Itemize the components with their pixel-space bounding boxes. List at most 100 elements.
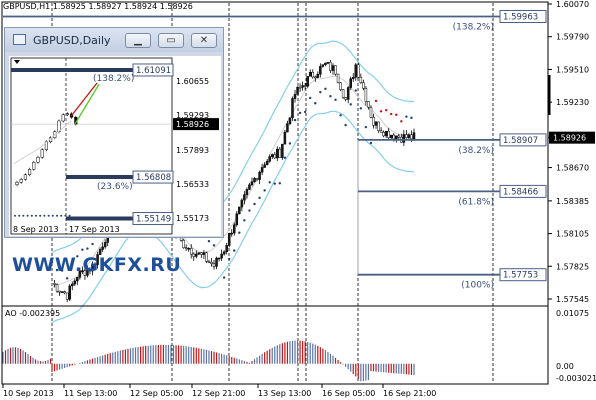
inset-chart-canvas[interactable]: 1.60655 1.59293 1.57893 1.56533 1.55173 1.589… (9, 56, 221, 236)
candle-body (334, 65, 337, 75)
inset-titlebar[interactable]: GBPUSD,Daily ▁ ▭ ✕ (5, 28, 223, 52)
sar-dot (400, 120, 403, 123)
candle-body (372, 116, 375, 126)
candle (311, 69, 314, 79)
candle (316, 71, 320, 79)
candle-body (96, 254, 99, 265)
candle-body (311, 72, 314, 78)
candle-body (217, 257, 221, 260)
candle-body (71, 283, 74, 287)
inset-candle (19, 179, 23, 183)
inset-price-label: 1.57893 (176, 146, 209, 155)
candle (291, 96, 294, 121)
inset-level-price: 1.61091 (136, 66, 171, 76)
candle (334, 65, 337, 76)
inset-level-price: 1.55149 (136, 215, 171, 225)
sar-dot (303, 110, 307, 114)
candle (270, 153, 274, 160)
sar-dot (76, 255, 79, 258)
candle-body (68, 285, 71, 300)
candle (245, 187, 249, 199)
candle-body (402, 134, 406, 143)
candle (235, 210, 239, 227)
candle-body (397, 135, 401, 138)
inset-level-pct: (138.2%) (93, 74, 134, 84)
price-tick-label: 1.59230 (556, 98, 589, 107)
inset-frame (10, 57, 173, 235)
price-tick-label: 1.59510 (556, 65, 589, 74)
inset-sar-dot (14, 214, 16, 217)
sar-dot (212, 244, 216, 247)
sar-dot (339, 114, 342, 117)
candle-body (202, 252, 206, 255)
sar-dot (268, 181, 271, 184)
watermark: WWW.GKFX.RU (12, 254, 182, 276)
candle (73, 278, 77, 287)
candle-body (326, 62, 330, 64)
candle-body (222, 251, 226, 255)
candle (369, 105, 373, 119)
inset-chart-area[interactable]: 1.60655 1.59293 1.57893 1.56533 1.55173 1.589… (9, 56, 221, 236)
sar-dot (50, 261, 54, 264)
candle (65, 292, 69, 303)
candle-body (329, 62, 332, 71)
inset-price-label: 1.59293 (176, 111, 209, 120)
sar-dot (309, 96, 312, 100)
candle (182, 238, 185, 249)
candle-body (245, 189, 249, 195)
candle-body (367, 101, 370, 108)
close-button[interactable]: ✕ (191, 33, 217, 48)
inset-level-box (132, 212, 174, 226)
candle (53, 279, 56, 288)
candle-body (58, 290, 61, 293)
inset-sar-dot (51, 214, 54, 217)
sar-dot (324, 87, 327, 90)
candle (101, 242, 104, 253)
maximize-button[interactable]: ▭ (158, 33, 184, 48)
candle (195, 250, 198, 259)
ao-label: AO -0.002395 (5, 309, 61, 318)
inset-price-label: 1.56533 (176, 180, 209, 189)
inset-sar-dot (26, 214, 29, 217)
sar-dot (364, 125, 368, 129)
inset-level-price: 1.56808 (136, 173, 171, 183)
candle-body (301, 85, 304, 88)
time-tick-label: 10 Sep 2013 (3, 389, 54, 398)
candle (359, 73, 363, 84)
candle-body (374, 121, 378, 126)
candle-body (319, 66, 322, 75)
sar-dot (384, 108, 388, 112)
sar-dot (349, 103, 352, 106)
inset-candle (61, 114, 65, 122)
candle (60, 291, 64, 293)
candle-body (278, 148, 282, 158)
candle-body (364, 87, 368, 102)
candle-body (288, 117, 292, 125)
candle (86, 265, 89, 278)
inset-level-box (132, 170, 174, 184)
candle-body (230, 232, 233, 235)
sar-dot (390, 112, 393, 116)
lower-band (51, 110, 415, 324)
candle-body (377, 121, 380, 131)
candle-body (341, 89, 345, 98)
inset-time-label: 8 Sep 2013 (13, 225, 59, 234)
candle-body (265, 161, 269, 165)
fib-level-percent: (100%) (461, 281, 494, 291)
inset-time-label: 17 Sep 2013 (69, 225, 120, 234)
sar-dot (222, 276, 226, 279)
candle-body (98, 249, 102, 255)
fib-level-price-box (499, 133, 547, 147)
candle (222, 250, 226, 256)
candle (367, 100, 370, 110)
candle (68, 283, 71, 302)
candle (341, 89, 345, 100)
daily-chart-window[interactable]: GBPUSD,Daily ▁ ▭ ✕ 1.60655 1.59293 1.57893… (4, 27, 224, 238)
candle (78, 267, 82, 280)
candle (248, 182, 251, 190)
candle-body (189, 248, 193, 255)
candle (88, 267, 92, 275)
candle (346, 86, 350, 104)
minimize-button[interactable]: ▁ (125, 33, 151, 48)
ao-scale-label: 0.00 (556, 362, 574, 371)
